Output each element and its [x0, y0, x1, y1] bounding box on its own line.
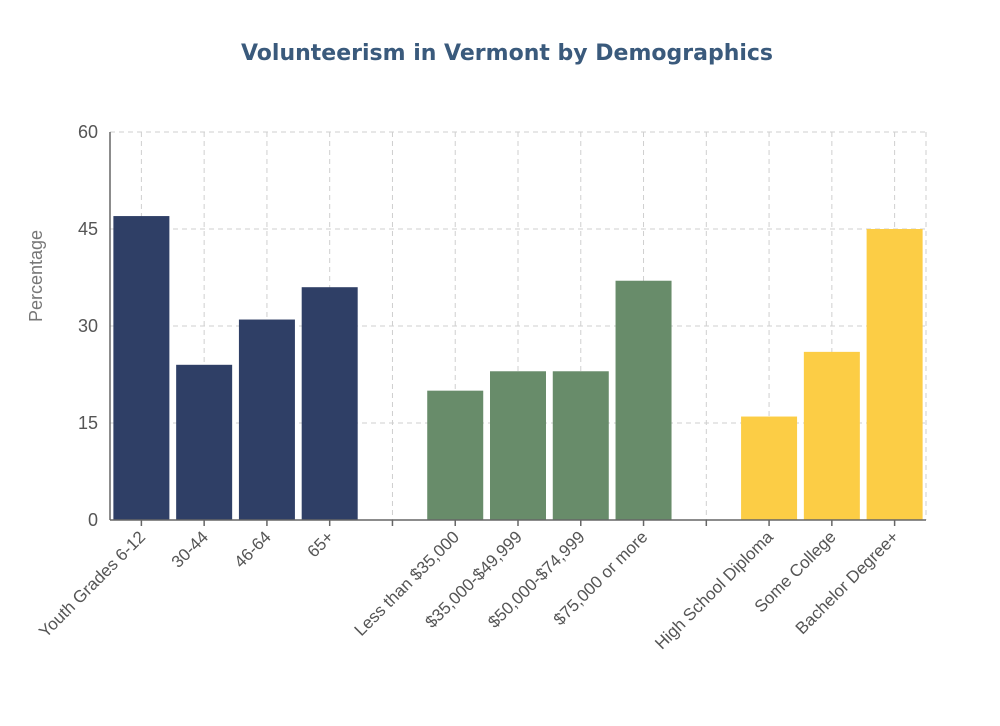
x-tick-label: 30-44: [168, 527, 212, 571]
bar: [615, 280, 672, 520]
bar: [301, 287, 358, 520]
y-axis-label: Percentage: [26, 230, 46, 322]
x-tick-label: Less than $35,000: [351, 527, 463, 639]
y-tick-label: 15: [78, 413, 98, 433]
bar: [803, 351, 860, 520]
bar: [113, 216, 170, 521]
bar: [427, 390, 484, 520]
y-tick-label: 45: [78, 219, 98, 239]
bar: [176, 364, 233, 520]
x-tick-label: 46-64: [231, 527, 275, 571]
bar: [238, 319, 295, 520]
x-tick-label: High School Diploma: [651, 527, 777, 653]
bar: [741, 416, 798, 520]
y-tick-label: 60: [78, 122, 98, 142]
bar: [552, 371, 609, 520]
y-tick-label: 0: [88, 510, 98, 530]
bar: [866, 229, 923, 520]
x-tick-label: Youth Grades 6-12: [35, 527, 149, 641]
bar: [490, 371, 546, 520]
y-tick-label: 30: [78, 316, 98, 336]
chart-title: Volunteerism in Vermont by Demographics: [241, 41, 773, 66]
bars: [113, 216, 923, 521]
x-tick-label: 65+: [304, 527, 338, 561]
